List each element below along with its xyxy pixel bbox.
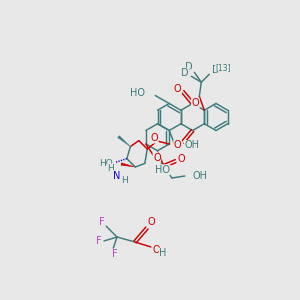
Text: D: D <box>185 62 193 72</box>
Text: H: H <box>122 176 128 185</box>
Text: OH: OH <box>193 171 208 181</box>
Text: F: F <box>112 249 118 259</box>
Polygon shape <box>118 136 130 147</box>
Text: O: O <box>174 140 182 151</box>
Text: F: F <box>96 236 102 246</box>
Text: O: O <box>191 98 199 108</box>
Text: H: H <box>107 164 114 173</box>
Text: O: O <box>150 133 158 143</box>
Polygon shape <box>158 151 164 165</box>
Text: O: O <box>174 83 182 94</box>
Text: HO: HO <box>130 88 145 98</box>
Text: D: D <box>182 68 189 78</box>
Text: O: O <box>152 245 160 255</box>
Text: O: O <box>153 153 161 163</box>
Text: D: D <box>212 65 220 75</box>
Text: [13]: [13] <box>215 63 231 72</box>
Text: H: H <box>159 248 167 258</box>
Text: O: O <box>177 154 185 164</box>
Polygon shape <box>121 163 135 167</box>
Text: HO: HO <box>100 158 113 167</box>
Text: O: O <box>147 217 155 227</box>
Text: N: N <box>113 171 121 181</box>
Text: OH: OH <box>184 140 199 151</box>
Text: HO: HO <box>155 165 170 175</box>
Text: F: F <box>99 217 105 227</box>
